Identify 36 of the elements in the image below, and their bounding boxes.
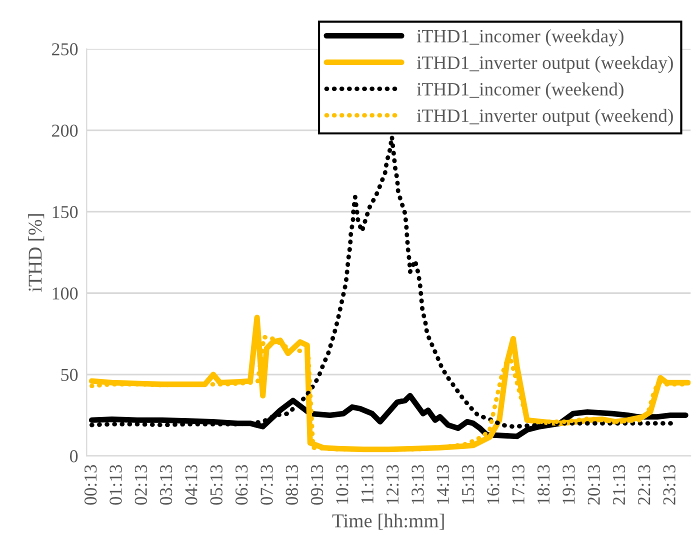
x-tick-label: 20:13: [588, 464, 600, 505]
x-tick-label: 19:13: [562, 464, 575, 504]
y-tick-label: 250: [52, 43, 78, 56]
y-tick-label: 0: [70, 450, 78, 462]
x-tick-label: 11:13: [361, 464, 374, 504]
x-tick-label: 00:13: [84, 464, 97, 505]
x-axis-title: Time [hh:mm]: [332, 514, 444, 530]
x-tick-label: 23:13: [663, 464, 676, 505]
x-tick-label: 05:13: [210, 464, 223, 505]
legend-label: iTHD1_incomer (weekend): [416, 82, 624, 100]
y-tick-label: 100: [52, 287, 78, 300]
x-tick-label: 17:13: [512, 464, 525, 504]
x-tick-label: 12:13: [386, 464, 399, 504]
y-tick-label: 50: [61, 368, 78, 381]
legend-label: iTHD1_incomer (weekday): [416, 29, 624, 46]
x-tick-label: 02:13: [134, 464, 148, 505]
y-axis-title: iTHD [%]: [28, 214, 44, 292]
x-tick-label: 04:13: [185, 464, 198, 505]
x-tick-label: 14:13: [436, 464, 450, 504]
x-tick-label: 07:13: [260, 464, 273, 505]
x-tick-label: 13:13: [412, 464, 424, 504]
x-tick-label: 10:13: [336, 464, 348, 504]
x-tick-label: 01:13: [110, 464, 122, 505]
y-tick-label: 200: [52, 124, 78, 137]
x-tick-label: 15:13: [462, 464, 474, 504]
x-tick-label: 16:13: [487, 464, 500, 504]
legend-label: iTHD1_inverter output (weekend): [416, 108, 673, 126]
x-tick-label: 08:13: [286, 464, 298, 505]
x-tick-label: 06:13: [235, 464, 248, 505]
x-tick-label: 09:13: [310, 464, 324, 505]
x-tick-label: 03:13: [160, 464, 172, 505]
legend-label: iTHD1_inverter output (weekday): [416, 56, 673, 73]
x-tick-label: 18:13: [537, 464, 550, 504]
y-tick-label: 150: [52, 206, 78, 218]
x-tick-label: 21:13: [612, 464, 626, 505]
x-tick-label: 22:13: [638, 464, 650, 505]
